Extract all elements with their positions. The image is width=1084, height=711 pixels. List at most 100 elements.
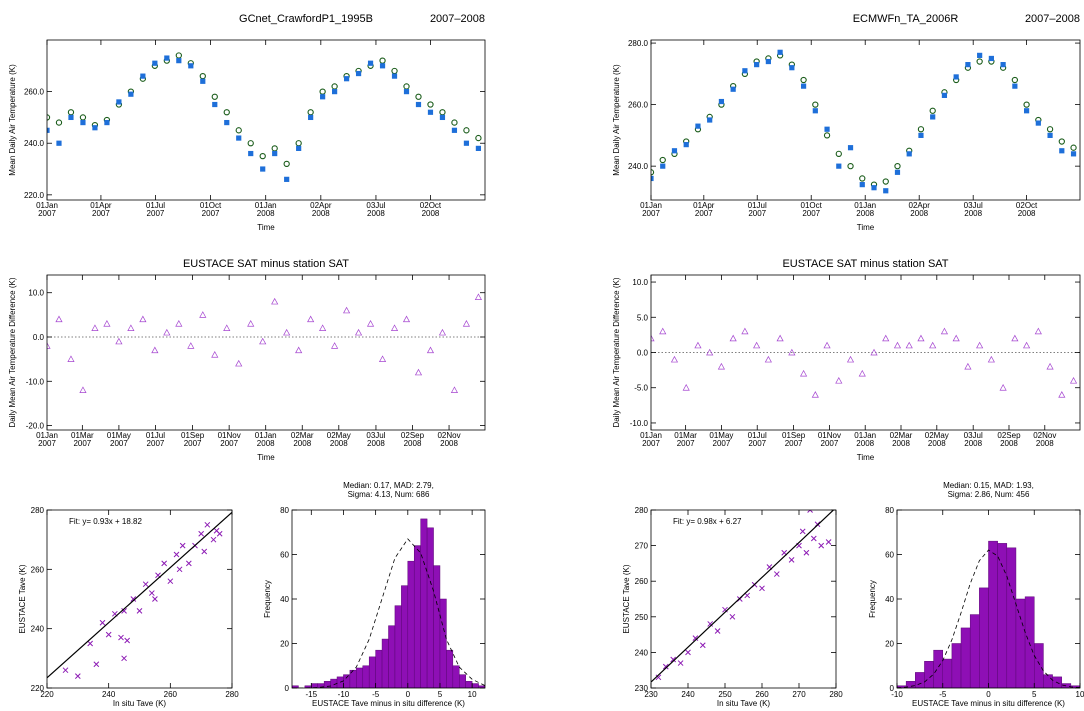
point [439, 114, 446, 121]
point [905, 341, 913, 349]
point [475, 145, 482, 151]
point [248, 150, 254, 157]
point [847, 145, 854, 151]
x-tick-label: 03Jul [366, 201, 385, 210]
point [824, 126, 830, 132]
point [272, 150, 278, 157]
point [379, 63, 386, 69]
point [475, 134, 482, 142]
point [211, 350, 219, 358]
x-tick-label: 01May [107, 431, 131, 440]
point [692, 635, 699, 642]
point [846, 355, 855, 363]
x-tick-label: 2007 [821, 439, 839, 448]
point [811, 391, 819, 398]
point [307, 315, 315, 323]
y-tick-label: 250 [635, 613, 649, 622]
hist-bar [942, 658, 953, 688]
y-axis-label: Frequency [263, 580, 272, 618]
hist-bar [336, 676, 344, 688]
x-tick-label: 03Jul [964, 431, 983, 440]
point [128, 91, 134, 97]
x-tick-label: 02Sep [997, 431, 1021, 440]
hist-bar [394, 605, 402, 688]
point [759, 585, 765, 592]
chart-title: GCnet_CrawfordP1_1995B [239, 13, 373, 25]
x-tick-label: 01Nov [818, 431, 841, 440]
y-tick-label: 0 [890, 684, 895, 693]
point [463, 127, 470, 134]
x-tick-label: 01Apr [693, 201, 715, 210]
point [859, 182, 865, 188]
panel: EUSTACE SAT minus station SAT01Jan200701… [8, 258, 486, 462]
point [1070, 144, 1077, 151]
hist-bar [368, 656, 376, 688]
point [379, 57, 386, 64]
point [332, 89, 338, 95]
point [683, 142, 689, 148]
y-tick-label: 60 [280, 551, 289, 560]
hist-bar [1061, 683, 1072, 688]
point [451, 119, 458, 126]
point [121, 655, 127, 662]
y-tick-label: 260 [31, 565, 45, 574]
plot-area [292, 518, 485, 688]
point [271, 145, 278, 152]
x-tick-label: 2007 [642, 209, 660, 218]
x-tick-label: -5 [372, 690, 380, 699]
x-tick-label: 230 [644, 690, 658, 699]
point [115, 337, 123, 345]
point [1023, 108, 1030, 114]
point [1023, 101, 1030, 108]
point [47, 127, 50, 133]
point [378, 355, 387, 362]
point [199, 72, 206, 80]
point [173, 551, 180, 558]
point [744, 592, 751, 599]
point [235, 359, 243, 367]
point [91, 324, 99, 331]
gaussian-fit [897, 549, 1080, 688]
point [161, 560, 168, 567]
point [764, 355, 772, 363]
hist-bar [413, 545, 421, 688]
hist-bar [459, 674, 466, 688]
point [390, 324, 399, 331]
x-tick-label: 01Jul [748, 201, 767, 210]
point [185, 560, 192, 567]
x-tick-label: 2008 [856, 439, 874, 448]
point [105, 631, 112, 638]
point [699, 642, 706, 649]
y-axis-label: Daily Mean Air Temperature Difference (K… [8, 277, 17, 427]
point [1011, 334, 1019, 342]
point [882, 334, 890, 342]
x-tick-label: 2007 [147, 209, 165, 218]
x-tick-label: 2008 [910, 209, 928, 218]
point [677, 660, 684, 666]
point [55, 119, 63, 126]
point [799, 528, 806, 535]
point [651, 175, 654, 182]
hist-bar [915, 672, 925, 688]
point [187, 342, 195, 349]
hist-bar [388, 625, 396, 688]
point [952, 334, 960, 342]
point [402, 315, 411, 323]
fit-line [47, 511, 232, 679]
point [953, 74, 959, 80]
panel: EUSTACE SAT minus station SAT01Jan200701… [612, 258, 1081, 462]
x-tick-label: 2008 [1036, 439, 1054, 448]
x-tick-label: 10 [468, 690, 477, 699]
stats-annotation: Median: 0.15, MAD: 1.93, [943, 481, 1034, 490]
point [812, 108, 818, 114]
hist-bar [951, 643, 962, 688]
point [414, 368, 423, 376]
x-tick-label: 2008 [367, 209, 385, 218]
point [789, 65, 795, 71]
point [753, 341, 761, 349]
point [74, 673, 81, 679]
point [882, 178, 889, 185]
point [210, 536, 217, 543]
point [319, 88, 326, 95]
point [198, 530, 205, 537]
